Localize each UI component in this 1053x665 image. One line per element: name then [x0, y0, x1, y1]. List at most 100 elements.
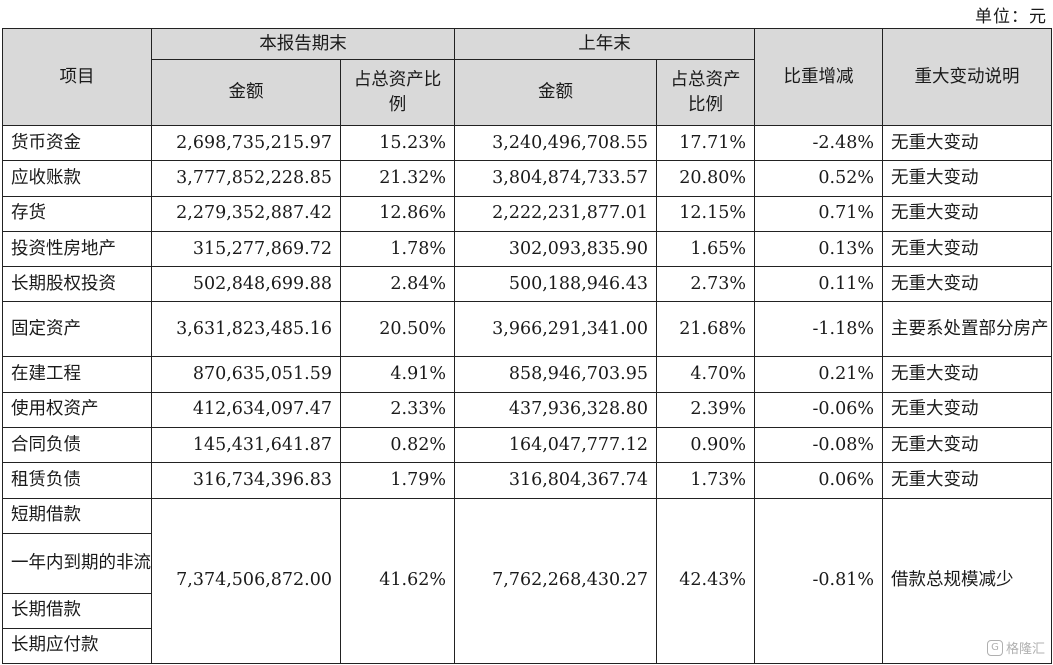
cell-name: 存货	[2, 195, 152, 232]
cell-prev-ratio: 2.73%	[656, 266, 755, 303]
cell-name: 短期借款	[2, 497, 152, 534]
cell-name: 一年内到期的非流动负债	[2, 532, 152, 594]
cell-cur-ratio: 2.84%	[340, 266, 455, 303]
cell-name: 长期股权投资	[2, 266, 152, 303]
table-row: 合同负债 145,431,641.87 0.82% 164,047,777.12 0.9…	[2, 427, 1052, 464]
table-row: 存货 2,279,352,887.42 12.86% 2,222,231,877.01…	[2, 195, 1052, 232]
merged-cell-cur-amount: 7,374,506,872.00	[151, 497, 341, 664]
cell-cur-ratio: 4.91%	[340, 356, 455, 393]
header-note: 重大变动说明	[882, 28, 1052, 126]
header-item: 项目	[2, 28, 152, 126]
cell-cur-ratio: 20.50%	[340, 301, 455, 358]
cell-prev-ratio: 1.65%	[656, 230, 755, 268]
cell-change: 0.11%	[754, 266, 883, 303]
cell-cur-ratio: 12.86%	[340, 195, 455, 232]
cell-cur-amount: 870,635,051.59	[151, 356, 341, 393]
cell-change: -2.48%	[754, 124, 883, 162]
header-row-2: 金额 占总资产比例 金额 占总资产比例	[3, 59, 1052, 126]
table-row: 长期借款	[2, 592, 1052, 629]
cell-prev-ratio: 17.71%	[656, 124, 755, 162]
cell-cur-amount: 412,634,097.47	[151, 391, 341, 429]
cell-cur-amount: 3,631,823,485.16	[151, 301, 341, 358]
table-row: 固定资产 3,631,823,485.16 20.50% 3,966,291,341.…	[2, 301, 1052, 358]
cell-cur-amount: 316,734,396.83	[151, 462, 341, 499]
cell-name: 合同负债	[2, 427, 152, 464]
cell-note: 无重大变动	[882, 391, 1052, 429]
cell-note: 无重大变动	[882, 124, 1052, 162]
merged-cell-prev-ratio: 42.43%	[656, 497, 755, 664]
table-row: 租赁负债 316,734,396.83 1.79% 316,804,367.74 1.7…	[2, 462, 1052, 499]
cell-prev-amount: 500,188,946.43	[454, 266, 657, 303]
cell-prev-amount: 164,047,777.12	[454, 427, 657, 464]
cell-name: 使用权资产	[2, 391, 152, 429]
cell-name: 在建工程	[2, 356, 152, 393]
cell-change: -1.18%	[754, 301, 883, 358]
cell-prev-ratio: 20.80%	[656, 160, 755, 197]
header-prior-year: 上年末	[454, 28, 755, 60]
cell-note: 无重大变动	[882, 160, 1052, 197]
cell-name: 长期应付款	[2, 627, 152, 664]
unit-label: 单位：元	[975, 7, 1047, 27]
header-current-ratio: 占总资产比例	[340, 59, 455, 126]
cell-name: 固定资产	[2, 301, 152, 358]
cell-prev-amount: 3,804,874,733.57	[454, 160, 657, 197]
cell-prev-ratio: 2.39%	[656, 391, 755, 429]
cell-change: -0.08%	[754, 427, 883, 464]
cell-cur-amount: 2,698,735,215.97	[151, 124, 341, 162]
cell-note: 无重大变动	[882, 195, 1052, 232]
cell-prev-amount: 302,093,835.90	[454, 230, 657, 268]
cell-cur-ratio: 15.23%	[340, 124, 455, 162]
header-change: 比重增减	[754, 28, 883, 126]
cell-cur-amount: 315,277,869.72	[151, 230, 341, 268]
cell-prev-amount: 3,240,496,708.55	[454, 124, 657, 162]
cell-note: 无重大变动	[882, 462, 1052, 499]
header-row-1: 项目 本报告期末 上年末 比重增减 重大变动说明	[2, 28, 1052, 126]
cell-note: 无重大变动	[882, 356, 1052, 393]
cell-cur-amount: 3,777,852,228.85	[151, 160, 341, 197]
cell-change: 0.21%	[754, 356, 883, 393]
cell-name: 长期借款	[2, 592, 152, 629]
cell-prev-amount: 437,936,328.80	[454, 391, 657, 429]
cell-change: 0.06%	[754, 462, 883, 499]
cell-cur-ratio: 1.79%	[340, 462, 455, 499]
header-current-amount: 金额	[151, 59, 341, 126]
cell-prev-amount: 2,222,231,877.01	[454, 195, 657, 232]
cell-name: 投资性房地产	[2, 230, 152, 268]
cell-prev-ratio: 0.90%	[656, 427, 755, 464]
watermark-logo-icon: G	[986, 639, 1003, 656]
cell-change: -0.06%	[754, 391, 883, 429]
cell-prev-ratio: 21.68%	[656, 301, 755, 358]
cell-prev-amount: 316,804,367.74	[454, 462, 657, 499]
cell-note: 无重大变动	[882, 427, 1052, 464]
cell-prev-amount: 858,946,703.95	[454, 356, 657, 393]
watermark: G 格隆汇	[986, 638, 1045, 657]
table-row: 使用权资产 412,634,097.47 2.33% 437,936,328.80 2.…	[2, 391, 1052, 429]
cell-note: 无重大变动	[882, 266, 1052, 303]
header-current-period: 本报告期末	[151, 28, 455, 60]
cell-cur-ratio: 21.32%	[340, 160, 455, 197]
cell-cur-amount: 2,279,352,887.42	[151, 195, 341, 232]
cell-prev-ratio: 12.15%	[656, 195, 755, 232]
cell-cur-ratio: 1.78%	[340, 230, 455, 268]
cell-change: 0.13%	[754, 230, 883, 268]
cell-prev-amount: 3,966,291,341.00	[454, 301, 657, 358]
cell-prev-ratio: 1.73%	[656, 462, 755, 499]
header-prior-amount: 金额	[454, 59, 657, 126]
cell-cur-amount: 145,431,641.87	[151, 427, 341, 464]
cell-prev-ratio: 4.70%	[656, 356, 755, 393]
watermark-text: 格隆汇	[1005, 642, 1045, 657]
table-row: 在建工程 870,635,051.59 4.91% 858,946,703.95 4.7…	[2, 356, 1052, 393]
cell-cur-ratio: 0.82%	[340, 427, 455, 464]
table-row: 投资性房地产 315,277,869.72 1.78% 302,093,835.90 1…	[2, 230, 1052, 268]
cell-note: 无重大变动	[882, 230, 1052, 268]
merged-cell-note: 借款总规模减少	[882, 497, 1052, 664]
cell-note: 主要系处置部分房产	[882, 301, 1052, 358]
cell-name: 货币资金	[2, 124, 152, 162]
cell-change: 0.71%	[754, 195, 883, 232]
merged-cell-change: -0.81%	[754, 497, 883, 664]
table-row: 长期股权投资 502,848,699.88 2.84% 500,188,946.43 2…	[2, 266, 1052, 303]
cell-cur-amount: 502,848,699.88	[151, 266, 341, 303]
cell-cur-ratio: 2.33%	[340, 391, 455, 429]
merged-cell-prev-amount: 7,762,268,430.27	[454, 497, 657, 664]
merged-cell-cur-ratio: 41.62%	[340, 497, 455, 664]
